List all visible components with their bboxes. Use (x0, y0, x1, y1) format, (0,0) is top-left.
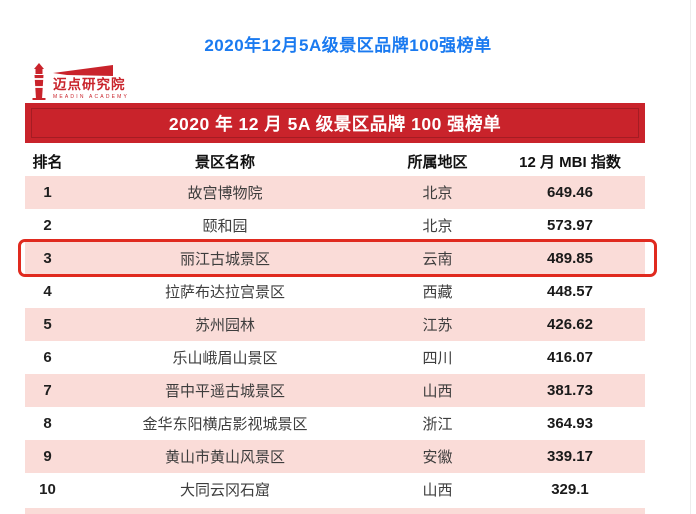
list-title: 2020 年 12 月 5A 级景区品牌 100 强榜单 (168, 113, 502, 134)
rank-cell: 7 (43, 382, 52, 399)
light-beam-icon (53, 65, 129, 76)
region-cell: 安徽 (422, 449, 453, 466)
table-row: 9 黄山市黄山风景区 安徽 339.17 (25, 440, 645, 473)
next-row-partial (25, 508, 645, 514)
header-region: 所属地区 (407, 153, 468, 171)
region-cell: 北京 (422, 185, 453, 202)
table-header-row: 排名 景区名称 所属地区 12 月 MBI 指数 (25, 146, 645, 176)
name-cell: 大同云冈石窟 (179, 482, 270, 499)
logo-name: 迈点研究院 (53, 77, 126, 92)
rank-cell: 10 (39, 481, 56, 498)
mbi-cell: 426.62 (547, 316, 593, 333)
mbi-cell: 489.85 (547, 250, 593, 267)
region-cell: 山西 (422, 383, 453, 400)
name-cell: 丽江古城景区 (179, 251, 270, 268)
logo-text-block: 迈点研究院 MEADIN ACADEMY (53, 62, 129, 100)
lighthouse-icon (28, 62, 50, 100)
mbi-cell: 339.17 (547, 448, 593, 465)
name-cell: 颐和园 (202, 218, 248, 235)
rank-cell: 1 (43, 184, 52, 201)
table-row: 7 晋中平遥古城景区 山西 381.73 (25, 374, 645, 407)
mbi-cell: 329.1 (551, 481, 589, 498)
rank-cell: 5 (43, 316, 52, 333)
name-cell: 金华东阳横店影视城景区 (142, 416, 308, 433)
mbi-cell: 649.46 (547, 184, 593, 201)
region-cell: 山西 (422, 482, 453, 499)
name-cell: 故宫博物院 (187, 185, 263, 202)
table-body: 1 故宫博物院 北京 649.46 2 颐和园 北京 573.97 3 丽江古城… (18, 176, 657, 506)
list-title-banner: 2020 年 12 月 5A 级景区品牌 100 强榜单 (25, 103, 645, 143)
rank-cell: 9 (43, 448, 52, 465)
region-cell: 云南 (422, 251, 453, 268)
table-row: 8 金华东阳横店影视城景区 浙江 364.93 (25, 407, 645, 440)
rank-cell: 8 (43, 415, 52, 432)
region-cell: 四川 (422, 350, 453, 367)
name-cell: 乐山峨眉山景区 (172, 350, 278, 367)
mbi-cell: 364.93 (547, 415, 593, 432)
mbi-cell: 381.73 (547, 382, 593, 399)
rank-cell: 4 (43, 283, 52, 300)
table-row: 5 苏州园林 江苏 426.62 (25, 308, 645, 341)
rank-cell: 3 (43, 250, 52, 267)
name-cell: 苏州园林 (194, 317, 255, 334)
page-edge-divider (690, 0, 691, 514)
name-cell: 黄山市黄山风景区 (164, 449, 285, 466)
banner-inner-border (31, 108, 639, 138)
ranking-table: 排名 景区名称 所属地区 12 月 MBI 指数 1 故宫博物院 北京 649.… (18, 146, 657, 506)
region-cell: 江苏 (422, 317, 453, 334)
header-rank: 排名 (32, 153, 63, 171)
table-row: 2 颐和园 北京 573.97 (25, 209, 645, 242)
logo-subtitle: MEADIN ACADEMY (53, 94, 130, 100)
rank-cell: 6 (43, 349, 52, 366)
rank-cell: 2 (43, 217, 52, 234)
header-name: 景区名称 (194, 153, 255, 171)
table-row: 10 大同云冈石窟 山西 329.1 (25, 473, 645, 506)
table-row: 4 拉萨布达拉宫景区 西藏 448.57 (25, 275, 645, 308)
region-cell: 浙江 (422, 416, 453, 433)
mbi-cell: 573.97 (547, 217, 593, 234)
meadin-logo: 迈点研究院 MEADIN ACADEMY (28, 62, 129, 100)
mbi-cell: 416.07 (547, 349, 593, 366)
mbi-cell: 448.57 (547, 283, 593, 300)
table-row: 1 故宫博物院 北京 649.46 (25, 176, 645, 209)
table-row: 6 乐山峨眉山景区 四川 416.07 (25, 341, 645, 374)
article-title: 2020年12月5A级景区品牌100强榜单 (204, 36, 492, 55)
table-row: 3 丽江古城景区 云南 489.85 (18, 239, 657, 277)
name-cell: 拉萨布达拉宫景区 (164, 284, 285, 301)
region-cell: 北京 (422, 218, 453, 235)
name-cell: 晋中平遥古城景区 (164, 383, 285, 400)
region-cell: 西藏 (422, 284, 453, 301)
header-mbi: 12 月 MBI 指数 (519, 153, 621, 171)
